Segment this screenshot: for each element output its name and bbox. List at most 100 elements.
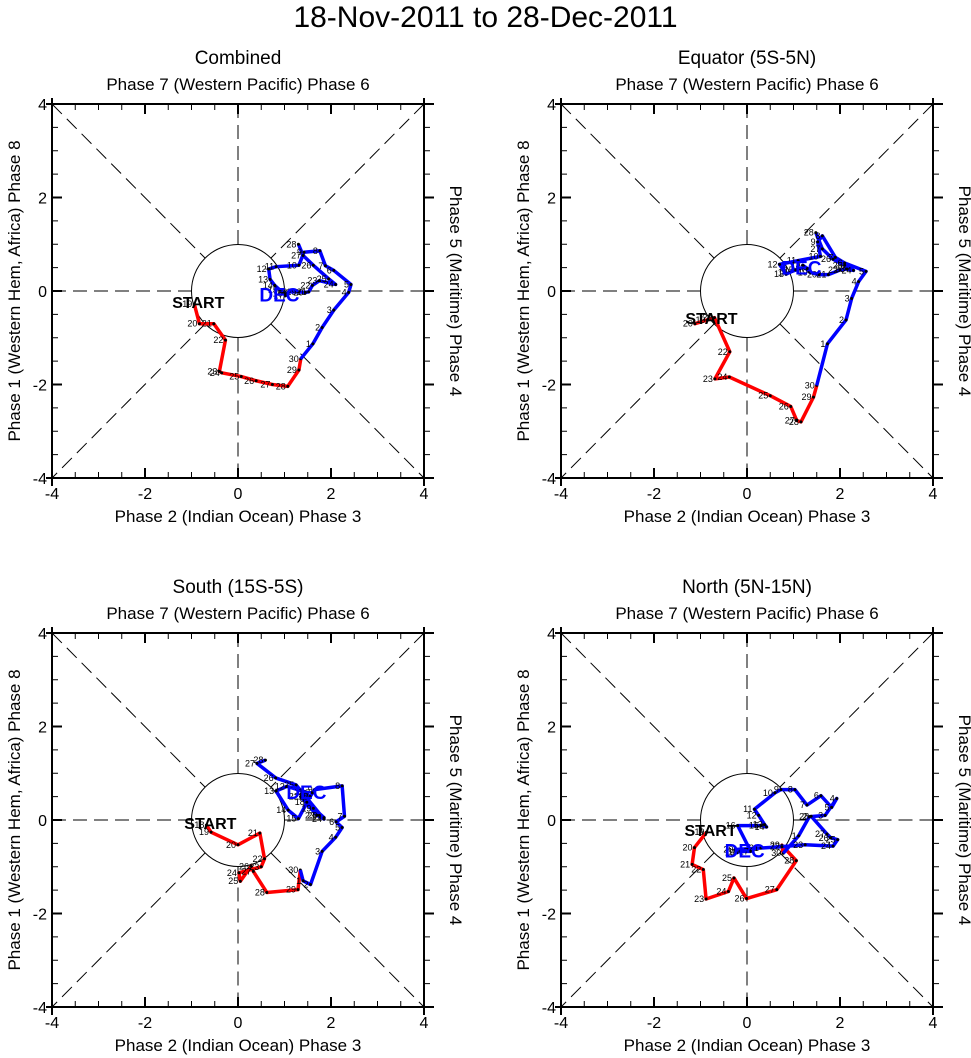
day-label: 3 (845, 293, 850, 303)
panel-title: South (15S-5S) (173, 577, 304, 598)
day-label: 20 (723, 844, 733, 854)
day-point (302, 250, 306, 254)
day-label: 23 (307, 276, 317, 286)
day-point (340, 825, 344, 829)
day-point (303, 290, 307, 294)
day-point (270, 383, 274, 386)
day-label: 24 (312, 814, 322, 824)
day-label: 26 (264, 773, 274, 783)
day-point (332, 268, 336, 272)
day-label: 15 (268, 285, 278, 295)
top-axis-label: Phase 7 (Western Pacific) Phase 6 (615, 604, 878, 623)
day-label: 14 (263, 280, 273, 290)
day-point (342, 814, 346, 818)
day-point (693, 322, 697, 326)
day-point (727, 375, 731, 379)
day-point (809, 814, 813, 818)
day-point (704, 897, 708, 901)
day-label: 16 (726, 821, 736, 831)
bottom-axis-label: Phase 2 (Indian Ocean) Phase 3 (115, 507, 362, 526)
day-point (307, 290, 311, 294)
dashed-guide-line (779, 323, 934, 479)
x-tick-label: 0 (743, 1015, 752, 1032)
day-label: 8 (313, 246, 318, 256)
day-point (789, 404, 793, 408)
main-title: 18-Nov-2011 to 28-Dec-2011 (293, 1, 678, 34)
day-point (835, 796, 839, 800)
day-point (320, 849, 324, 853)
day-label: 10 (763, 788, 773, 798)
day-label: 21 (702, 313, 712, 323)
y-tick-label: -2 (542, 378, 556, 395)
day-point (759, 846, 763, 850)
day-label: 11 (787, 256, 796, 266)
dashed-guide-line (779, 852, 934, 1008)
trajectory-nov (192, 303, 303, 389)
day-label: 16 (272, 288, 282, 298)
day-label: 17 (273, 291, 283, 301)
bottom-axis-label: Phase 2 (Indian Ocean) Phase 3 (624, 507, 871, 526)
day-point (796, 259, 800, 263)
day-label: 28 (789, 417, 799, 427)
day-label: 19 (301, 803, 311, 813)
day-point (317, 279, 321, 283)
day-point (301, 879, 305, 883)
dashed-guide-line (270, 103, 425, 259)
day-label: 21 (297, 287, 307, 297)
day-point (320, 325, 324, 329)
y-tick-label: 2 (547, 191, 556, 208)
day-point (811, 395, 815, 399)
day-point (237, 871, 241, 875)
day-point (818, 254, 822, 258)
day-point (332, 308, 336, 312)
day-point (265, 890, 269, 894)
day-label: 3 (315, 846, 320, 856)
day-label: 9 (308, 785, 313, 795)
x-tick-label: -4 (554, 1015, 568, 1032)
day-point (752, 807, 756, 811)
day-label: 28 (784, 856, 794, 866)
day-label: 27 (241, 866, 251, 876)
day-label: 27 (260, 380, 270, 390)
day-label: 4 (329, 832, 334, 842)
day-point (192, 302, 196, 306)
dashed-guide-line (270, 323, 425, 479)
y-tick-label: 4 (547, 97, 556, 114)
day-point (274, 265, 278, 269)
day-label: 25 (722, 873, 732, 883)
day-point (819, 794, 823, 798)
right-axis-label: Phase 5 (Maritime) Phase 4 (446, 186, 465, 397)
day-point (254, 379, 258, 383)
day-label: 12 (747, 810, 757, 820)
day-label: 10 (298, 792, 308, 802)
day-label: 23 (249, 862, 259, 872)
dashed-guide-line (560, 852, 715, 1008)
day-label: 25 (229, 372, 239, 382)
day-point (826, 273, 830, 277)
day-label: 28 (286, 239, 296, 249)
trajectory-nov (690, 831, 799, 901)
day-point (795, 418, 799, 422)
day-label: 22 (213, 335, 223, 345)
day-label: 26 (821, 254, 831, 264)
day-label: 28 (253, 755, 263, 765)
day-label: 13 (774, 269, 784, 279)
day-point (745, 897, 749, 901)
day-label: 25 (826, 835, 836, 845)
day-label: 15 (286, 814, 296, 824)
day-point (705, 318, 709, 322)
day-point (334, 282, 338, 286)
day-point (340, 784, 344, 788)
day-point (313, 788, 317, 792)
x-tick-label: 2 (836, 486, 845, 503)
dashed-guide-line (560, 632, 715, 788)
day-point (263, 758, 267, 762)
day-point (845, 267, 849, 271)
panel-title: Equator (5S-5N) (678, 48, 816, 69)
day-point (736, 824, 740, 828)
day-point (784, 272, 788, 276)
day-point (220, 371, 224, 375)
day-point (814, 231, 818, 235)
day-point (799, 420, 803, 424)
dashed-guide-line (270, 852, 425, 1008)
